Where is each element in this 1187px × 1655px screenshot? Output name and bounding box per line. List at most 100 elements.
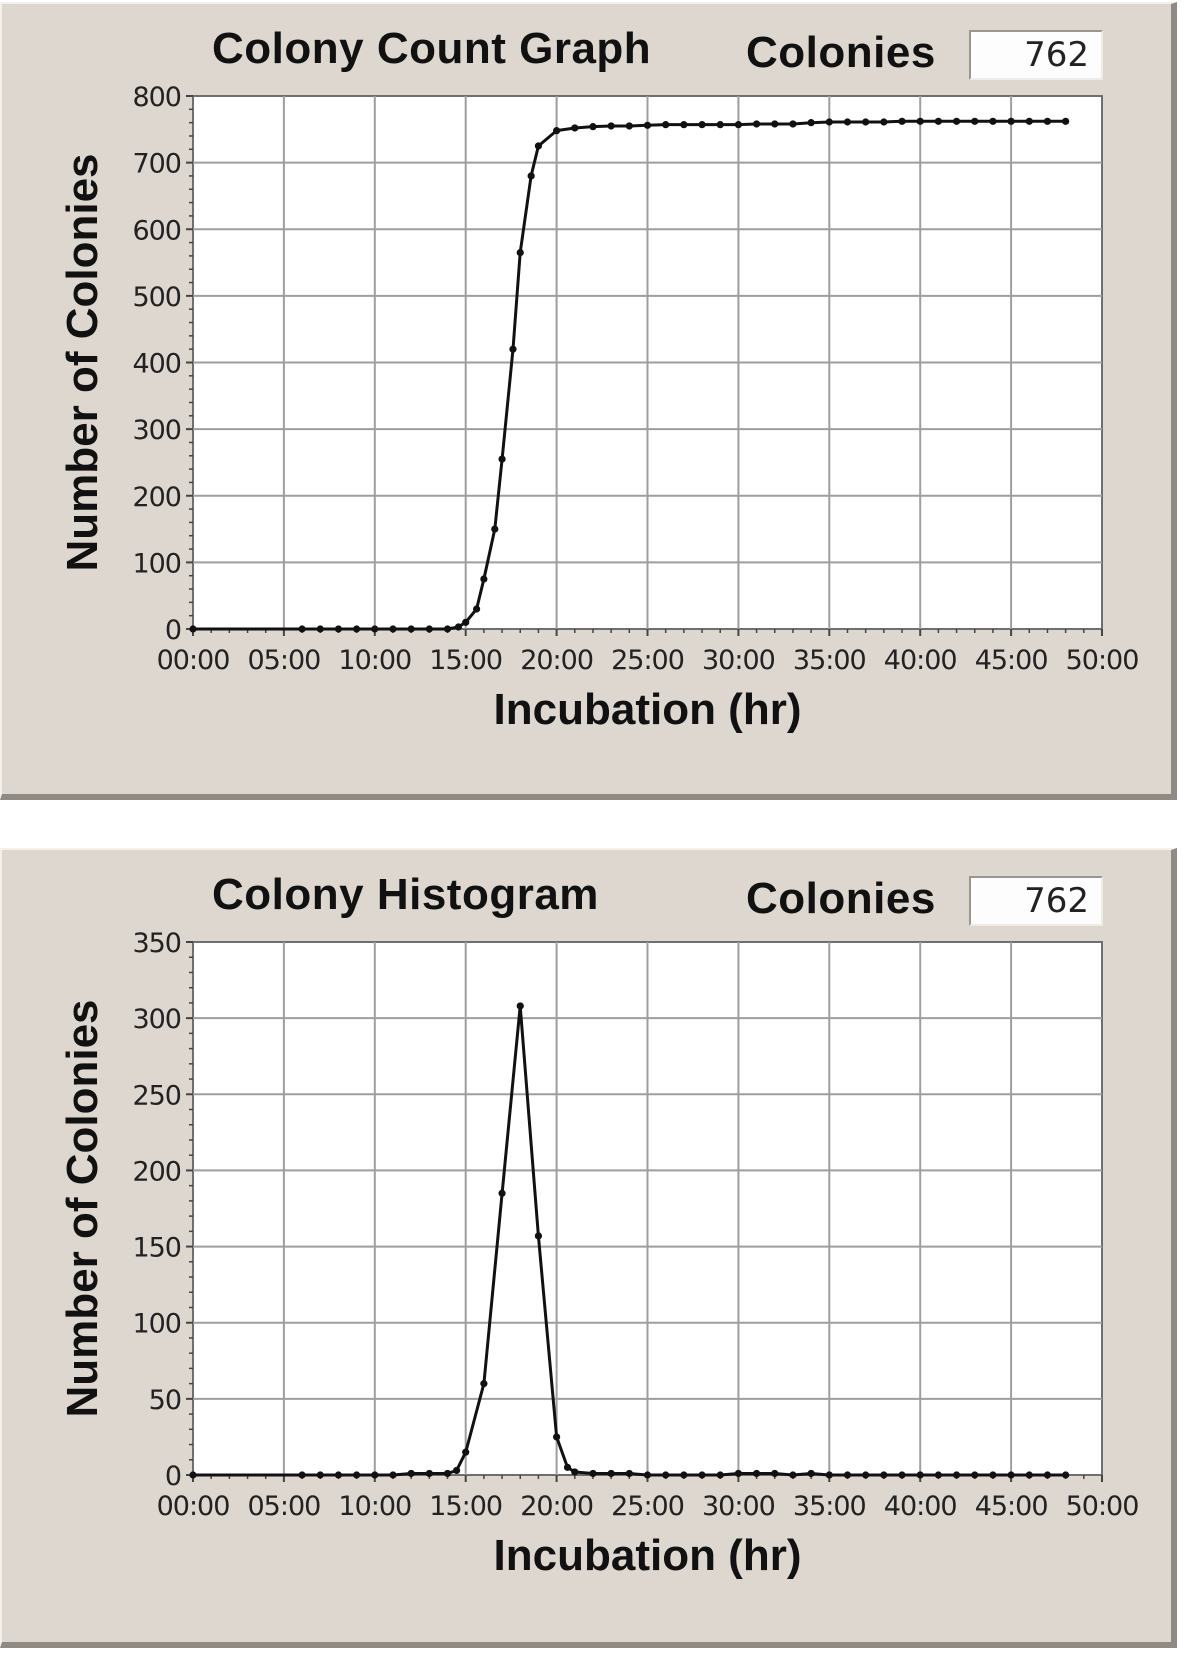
y-tick-label: 250 (132, 1080, 181, 1111)
data-point (571, 1468, 579, 1476)
data-point (752, 1469, 761, 1478)
data-point (771, 120, 779, 128)
data-point (1062, 117, 1070, 125)
series-line (193, 1004, 1066, 1477)
data-point (334, 625, 343, 633)
data-point (825, 118, 833, 126)
data-point (407, 625, 415, 633)
data-point (462, 1448, 470, 1456)
data-point (527, 172, 535, 180)
y-tick-label: 0 (165, 1461, 181, 1492)
data-point (353, 1471, 361, 1479)
data-point (454, 623, 463, 631)
data-point (425, 625, 433, 633)
data-point (534, 142, 543, 150)
data-point (453, 1466, 461, 1475)
data-point (462, 618, 470, 626)
data-point (662, 1471, 670, 1479)
y-tick-label: 200 (132, 1156, 181, 1187)
colonies-count-field: 762 (969, 30, 1103, 80)
data-point (353, 625, 361, 633)
data-point (371, 1471, 379, 1479)
data-point (625, 122, 633, 130)
data-point (516, 1002, 524, 1010)
x-tick-label: 50:00 (1066, 1491, 1139, 1522)
data-point (534, 1232, 543, 1240)
data-point (571, 124, 579, 132)
y-tick-label: 300 (132, 415, 181, 446)
x-tick-label: 10:00 (338, 645, 411, 676)
data-point (916, 117, 924, 125)
data-point (971, 117, 979, 125)
x-tick-label: 50:00 (1066, 645, 1139, 676)
data-point (516, 248, 524, 257)
data-point (607, 1469, 615, 1478)
data-point (389, 625, 397, 633)
data-point (473, 605, 481, 613)
data-point (316, 625, 324, 633)
data-point (563, 1463, 572, 1471)
data-point (916, 1471, 924, 1479)
data-point (734, 1469, 743, 1478)
data-point (371, 625, 379, 633)
colony-histogram-chart: 00:00 05:00 10:00 15:00 20:00 25:00 30:00 35:00… (58, 928, 1139, 1580)
data-point (1025, 117, 1033, 125)
data-point (880, 1471, 888, 1479)
data-point (807, 1469, 815, 1478)
data-point (407, 1469, 415, 1478)
data-point (1062, 1471, 1070, 1479)
x-tick-label: 20:00 (520, 645, 593, 676)
x-tick-label: 45:00 (975, 1491, 1048, 1522)
y-tick-label: 700 (132, 149, 181, 180)
data-point (1025, 1471, 1033, 1479)
y-tick-label: 50 (149, 1385, 181, 1416)
data-point (862, 118, 870, 126)
x-axis-label: Incubation (hr) (494, 685, 802, 734)
x-tick-label: 20:00 (520, 1491, 593, 1522)
colony-count-panel: 00:00 05:00 10:00 15:00 20:00 25:00 30:00 35:00… (0, 2, 1177, 800)
data-point (625, 1469, 633, 1478)
colonies-label: Colonies (746, 28, 936, 77)
data-point (771, 1469, 779, 1478)
data-point (807, 119, 815, 127)
data-point (425, 1469, 433, 1478)
data-point (680, 121, 688, 129)
y-axis-label: Number of Colonies (58, 153, 107, 571)
data-point (898, 1471, 906, 1479)
data-point (789, 1471, 797, 1479)
x-tick-label: 40:00 (884, 645, 957, 676)
y-tick-label: 600 (132, 215, 181, 246)
data-point (934, 117, 942, 125)
x-tick-label: 30:00 (702, 645, 775, 676)
data-point (952, 1471, 961, 1479)
data-point (298, 625, 306, 633)
y-axis-label: Number of Colonies (58, 999, 107, 1417)
data-point (1043, 117, 1052, 125)
data-point (989, 117, 997, 125)
data-point (880, 118, 888, 126)
data-point (498, 1189, 506, 1197)
data-point (716, 121, 724, 129)
data-point (589, 1469, 597, 1478)
data-point (734, 121, 743, 129)
chart-title: Colony Histogram (212, 870, 599, 919)
chart-title: Colony Count Graph (212, 24, 652, 73)
x-tick-label: 30:00 (702, 1491, 775, 1522)
data-point (189, 1471, 197, 1479)
x-tick-label: 35:00 (793, 645, 866, 676)
data-point (553, 1433, 561, 1441)
data-point (698, 121, 706, 129)
data-point (698, 1471, 706, 1479)
colony-histogram-panel: 00:00 05:00 10:00 15:00 20:00 25:00 30:00 35:00… (0, 848, 1177, 1648)
x-tick-label: 25:00 (611, 645, 684, 676)
x-tick-label: 15:00 (429, 645, 502, 676)
data-point (971, 1471, 979, 1479)
data-point (1043, 1471, 1052, 1479)
data-point (952, 117, 961, 125)
y-tick-label: 0 (165, 615, 181, 646)
data-point (989, 1471, 997, 1479)
x-tick-label: 05:00 (247, 1491, 320, 1522)
data-point (607, 122, 615, 130)
data-point (643, 121, 652, 129)
data-point (389, 1471, 397, 1479)
